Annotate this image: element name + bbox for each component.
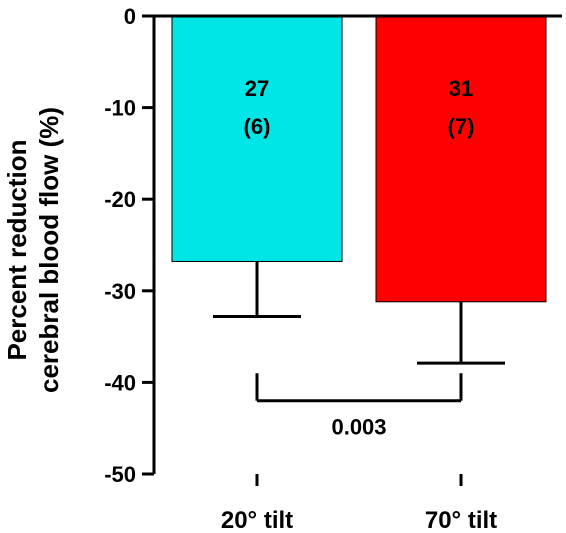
y-axis-title-line-1: Percent reduction	[2, 139, 32, 360]
axes	[152, 14, 562, 486]
p-value-label: 0.003	[331, 415, 386, 440]
bar-sd-label: (6)	[244, 114, 271, 139]
y-tick-label: -30	[104, 279, 136, 304]
bar-1	[171, 15, 343, 262]
y-tick-label: -50	[104, 462, 136, 487]
bars	[171, 15, 547, 303]
significance-bracket: 0.003	[255, 373, 463, 440]
bar-value-label: 27	[245, 76, 269, 101]
y-axis-ticks: 0 -10 -20 -30 -40 -50	[104, 4, 154, 487]
bar-sd-label: (7)	[448, 114, 475, 139]
y-tick-label: -40	[104, 370, 136, 395]
y-tick-label: -20	[104, 187, 136, 212]
y-axis-title-line-2: cerebral blood flow (%)	[34, 107, 64, 393]
y-axis-title: Percent reduction cerebral blood flow (%…	[2, 107, 64, 393]
error-bars	[213, 261, 505, 365]
y-tick-label: -10	[104, 96, 136, 121]
x-category-label: 70° tilt	[425, 507, 497, 533]
bar-2	[375, 15, 547, 303]
y-tick-label: 0	[124, 4, 136, 29]
bar-labels: 27 (6) 31 (7)	[244, 76, 475, 139]
bar-value-label: 31	[449, 76, 473, 101]
x-category-label: 20° tilt	[221, 507, 293, 533]
x-axis-category-labels: 20° tilt 70° tilt	[221, 507, 497, 533]
